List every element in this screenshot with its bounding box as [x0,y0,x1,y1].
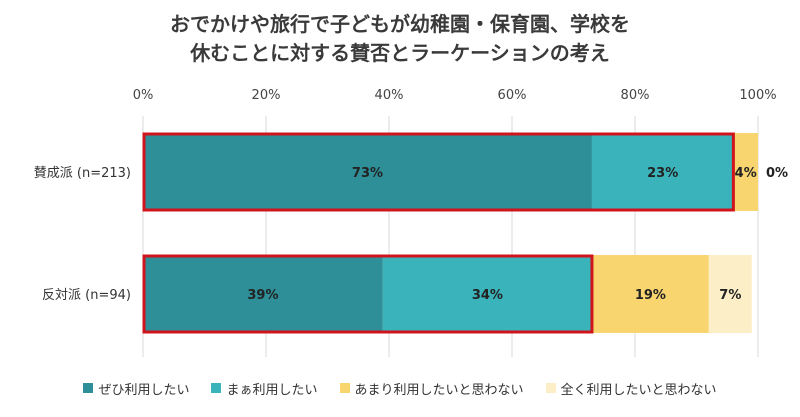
x-tick-label: 100% [739,88,776,103]
bar-segment [143,133,592,211]
data-label: 0% [766,166,788,181]
legend-item: あまり利用したいと思わない [339,379,524,398]
x-tick-label: 0% [133,88,154,103]
data-label: 7% [719,288,741,303]
bar-segment [382,255,592,333]
x-tick-label: 40% [375,88,404,103]
x-tick-label: 20% [252,88,281,103]
legend-swatch [211,383,222,393]
x-tick-label: 80% [621,88,650,103]
data-label: 19% [635,288,666,303]
legend-label: 全く利用したいと思わない [560,382,717,398]
legend-item: ぜひ利用したい [83,379,189,398]
highlight-box [142,254,594,334]
bar-segment [143,255,383,333]
data-label: 34% [472,288,503,303]
bar-segment [591,133,734,211]
x-tick-label: 60% [498,88,527,103]
chart-legend: ぜひ利用したい まぁ利用したい あまり利用したいと思わない 全く利用したいと思わない [0,376,800,400]
data-label: 23% [647,166,678,181]
category-label: 反対派 (n=94) [42,288,131,303]
legend-swatch [339,383,350,393]
bar-segment [591,255,709,333]
legend-label: まぁ利用したい [226,382,318,398]
bar-segment [733,133,758,211]
bar-segment [708,255,752,333]
legend-swatch [83,383,94,393]
data-label: 39% [247,288,278,303]
data-label: 73% [352,166,383,181]
chart-title-line-2: 休むことに対する賛否とラーケーションの考え [190,41,610,65]
legend-item: まぁ利用したい [211,379,318,398]
legend-item: 全く利用したいと思わない [545,379,717,398]
highlight-box [142,132,735,212]
legend-label: ぜひ利用したい [98,382,190,398]
category-label: 賛成派 (n=213) [34,166,131,181]
chart-title-line-1: おでかけや旅行で子どもが幼稚園・保育園、学校を [170,12,630,36]
legend-swatch [545,383,556,393]
legend-label: あまり利用したいと思わない [354,382,524,398]
data-label: 4% [735,166,757,181]
